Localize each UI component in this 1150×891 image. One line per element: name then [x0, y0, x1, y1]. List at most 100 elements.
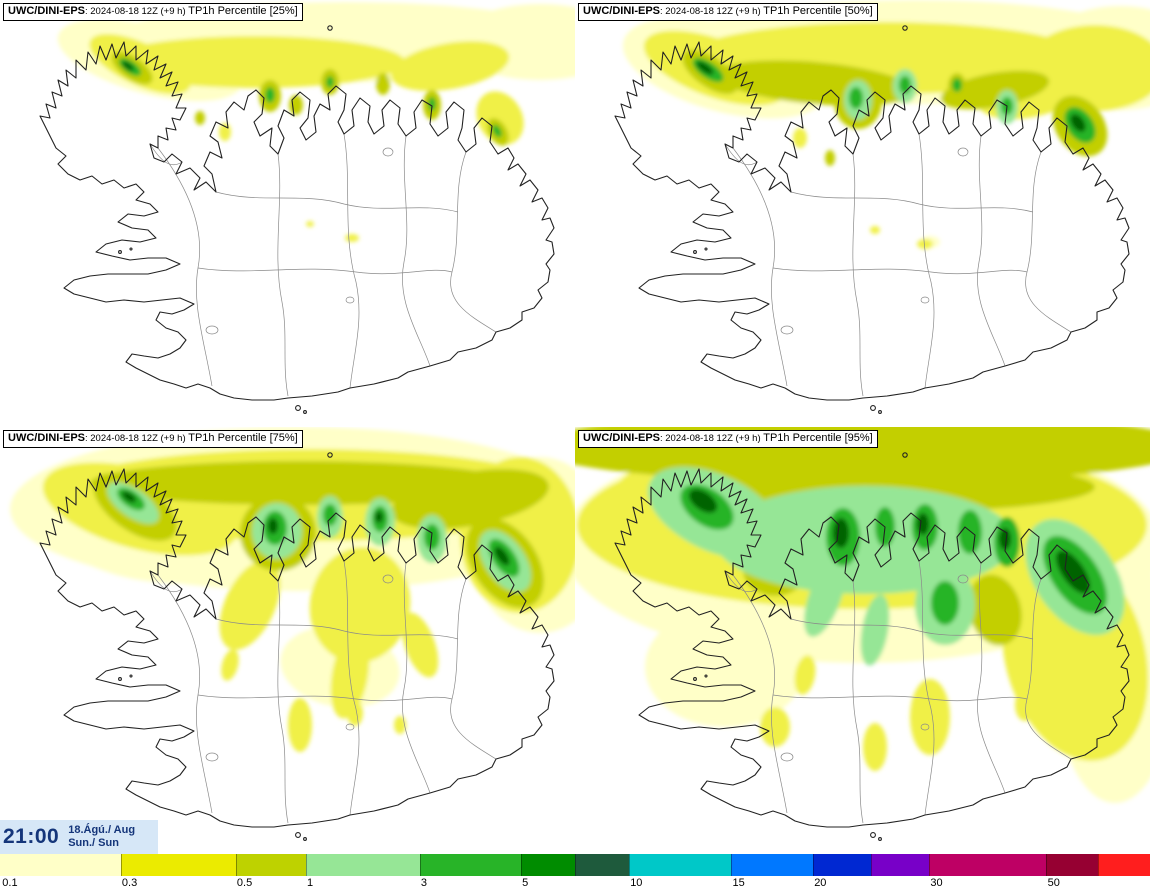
colorbar-label: 10	[630, 877, 643, 889]
param-info: TP1h Percentile [75%]	[188, 432, 298, 444]
precip-blob	[391, 468, 549, 530]
map-panel-50: UWC/DINI-EPS: 2024-08-18 12Z (+9 h) TP1h…	[575, 0, 1150, 427]
colorbar-label: 0.3	[121, 877, 138, 889]
precip-blob	[326, 76, 334, 88]
map-panel-25: UWC/DINI-EPS: 2024-08-18 12Z (+9 h) TP1h…	[0, 0, 575, 427]
iceland-map	[39, 2, 575, 414]
precip-blob	[910, 679, 950, 755]
valid-day-line: Sun./ Sun	[68, 837, 119, 849]
colorbar-segment	[870, 854, 930, 876]
colorbar-label: 0.5	[236, 877, 253, 889]
precip-blob	[494, 546, 510, 566]
precip-blob	[221, 649, 239, 681]
colorbar-label: 20	[814, 877, 827, 889]
model-name: UWC/DINI-EPS	[583, 432, 660, 444]
precip-blob	[825, 150, 835, 166]
precip-blob	[492, 124, 502, 138]
colorbar-segment	[0, 854, 121, 876]
precip-layer	[622, 0, 1150, 249]
colorbar-label: 1	[307, 877, 314, 889]
run-info: : 2024-08-18 12Z (+9 h)	[660, 433, 764, 444]
run-info: : 2024-08-18 12Z (+9 h)	[85, 433, 189, 444]
colorbar-segment	[629, 854, 732, 876]
valid-time-panel: 21:00 18.Ágú./ Aug Sun./ Sun	[0, 820, 158, 854]
precip-blob	[863, 723, 887, 771]
iceland-map	[10, 427, 575, 841]
legend-footer: 0.1 0.3 0.5 1 3 5 10 15 20 30 50	[0, 854, 1150, 891]
colorbar-segment	[305, 854, 420, 876]
precip-blob	[309, 547, 411, 663]
precip-blob	[1070, 114, 1086, 132]
param-info: TP1h Percentile [95%]	[763, 432, 873, 444]
precip-blob	[428, 97, 436, 111]
precip-blob	[849, 87, 863, 109]
precip-blob	[268, 518, 278, 534]
precip-blob	[958, 510, 982, 554]
precip-blob	[1015, 689, 1035, 721]
precip-blob	[345, 234, 359, 242]
panel-title: UWC/DINI-EPS: 2024-08-18 12Z (+9 h) TP1h…	[3, 3, 303, 21]
colorbar-label: 15	[732, 877, 745, 889]
colorbar-segment	[574, 854, 630, 876]
panel-title: UWC/DINI-EPS: 2024-08-18 12Z (+9 h) TP1h…	[578, 430, 878, 448]
model-name: UWC/DINI-EPS	[8, 5, 85, 17]
map-panel-75: UWC/DINI-EPS: 2024-08-18 12Z (+9 h) TP1h…	[0, 427, 575, 854]
precip-blob	[860, 594, 890, 666]
colorbar-segment	[813, 854, 871, 876]
precip-blob	[288, 698, 312, 752]
precip-blob	[760, 707, 790, 747]
precip-blob	[1056, 550, 1090, 594]
precip-blob	[696, 61, 714, 75]
precip-blob	[323, 504, 337, 526]
param-info: TP1h Percentile [25%]	[188, 5, 298, 17]
precip-blob	[219, 560, 281, 650]
iceland-map	[614, 0, 1150, 414]
colorbar-segments	[0, 854, 1150, 876]
run-info: : 2024-08-18 12Z (+9 h)	[660, 6, 764, 17]
precip-blob	[390, 41, 510, 91]
precip-blob	[688, 489, 718, 513]
colorbar-label: 5	[522, 877, 529, 889]
precip-blob	[265, 87, 275, 103]
colorbar-segment	[929, 854, 1047, 876]
run-info: : 2024-08-18 12Z (+9 h)	[85, 6, 189, 17]
precip-blob	[833, 518, 849, 548]
precip-blob	[968, 574, 1022, 646]
precip-blob	[401, 612, 439, 678]
valid-date: 18.Ágú./ Aug Sun./ Sun	[68, 824, 135, 850]
precip-blob	[219, 123, 231, 141]
precip-blob	[122, 61, 134, 71]
iceland-map	[575, 427, 1150, 841]
precip-blob	[376, 73, 390, 95]
precip-layer	[10, 427, 575, 752]
colorbar-segment	[235, 854, 306, 876]
colorbar-label: 3	[420, 877, 428, 889]
precip-blob	[952, 78, 962, 92]
valid-date-line: 18.Ágú./ Aug	[68, 823, 136, 836]
map-panel-95: UWC/DINI-EPS: 2024-08-18 12Z (+9 h) TP1h…	[575, 427, 1150, 854]
panel-grid: UWC/DINI-EPS: 2024-08-18 12Z (+9 h) TP1h…	[0, 0, 1150, 854]
precip-blob	[306, 221, 314, 227]
precip-blob	[195, 111, 205, 125]
region-boundaries	[149, 133, 497, 397]
precip-blob	[289, 95, 303, 115]
precip-blob	[917, 239, 933, 249]
precip-blob	[347, 700, 363, 726]
colorbar-label: 0.1	[2, 877, 18, 889]
precip-blob	[931, 581, 959, 625]
precip-blob	[394, 716, 406, 734]
panel-title: UWC/DINI-EPS: 2024-08-18 12Z (+9 h) TP1h…	[578, 3, 878, 21]
precip-blob	[917, 513, 929, 535]
param-info: TP1h Percentile [50%]	[763, 5, 873, 17]
precip-blob	[794, 655, 816, 695]
colorbar-segment	[419, 854, 521, 876]
precip-blob	[870, 226, 880, 234]
colorbar-segment	[1098, 854, 1150, 876]
colorbar-segment	[731, 854, 813, 876]
precip-blob	[999, 528, 1011, 550]
valid-time: 21:00	[3, 825, 60, 848]
colorbar-segment	[1046, 854, 1099, 876]
colorbar-segment	[120, 854, 236, 876]
precip-blob	[793, 128, 807, 148]
